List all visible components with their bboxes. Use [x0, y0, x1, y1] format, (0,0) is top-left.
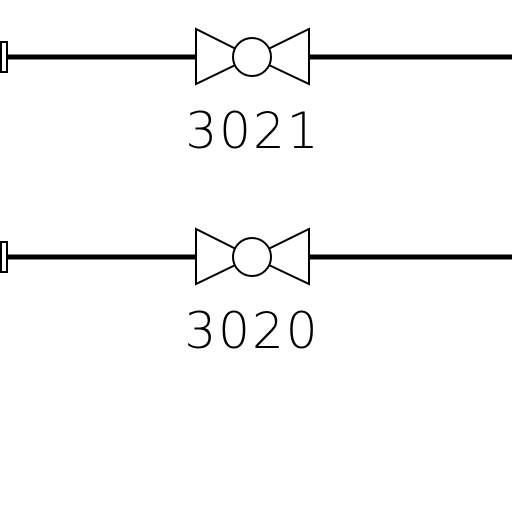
pipe-line-3021 [0, 41, 512, 73]
gate-valve-3021[interactable] [195, 27, 310, 86]
valve-body-right-triangle [249, 227, 310, 286]
valve-tag-label: 3020 [184, 302, 319, 360]
pipe-end-cap [0, 41, 8, 73]
pipe-line-3020 [0, 241, 512, 273]
valve-body-left-triangle [195, 227, 255, 286]
valve-body-right-triangle [249, 27, 310, 86]
valve-tag-label: 3021 [185, 102, 320, 160]
valve-ball [232, 237, 272, 277]
valve-body-left-triangle [195, 27, 255, 86]
gate-valve-3020[interactable] [195, 227, 310, 286]
valve-ball [232, 37, 272, 77]
pipe-end-cap [0, 241, 8, 273]
